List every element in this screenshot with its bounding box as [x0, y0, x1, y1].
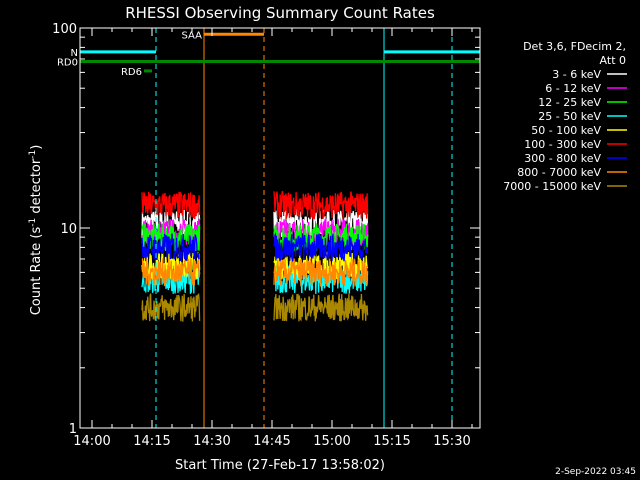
orbit-bar-label-0: N [71, 48, 78, 59]
x-tick-label-3: 14:45 [253, 434, 290, 449]
series-line-6-seg-1 [273, 231, 369, 263]
x-axis-label: Start Time (27-Feb-17 13:58:02) [175, 458, 385, 473]
legend-header-0: Det 3,6, FDecim 2, [523, 40, 626, 53]
x-tick-label-4: 15:00 [313, 434, 350, 449]
orbit-bar-label-3: RD0 [57, 57, 78, 68]
series-line-2-seg-0 [141, 223, 201, 252]
footer-date: 2-Sep-2022 03:45 [555, 467, 636, 477]
legend-label-8: 7000 - 15000 keV [503, 180, 601, 193]
series-line-8-seg-0 [141, 292, 201, 322]
series-line-7-seg-0 [141, 257, 201, 287]
legend-header-1: Att 0 [600, 54, 626, 67]
series-line-7-seg-1 [273, 258, 369, 288]
x-tick-label-5: 15:15 [373, 434, 410, 449]
legend-label-1: 6 - 12 keV [545, 82, 601, 95]
orbit-bar-label-4: RD6 [121, 67, 142, 78]
data-layer [141, 190, 369, 322]
y-tick-label-0: 1 [69, 422, 77, 437]
orbit-bar-label-2: SAA [182, 30, 203, 41]
legend-label-0: 3 - 6 keV [552, 68, 601, 81]
x-tick-label-1: 14:15 [133, 434, 170, 449]
legend-label-4: 50 - 100 keV [531, 124, 601, 137]
axes: 14:00 14:15 14:30 14:45 15:00 15:15 15:30 1 10 10… [52, 22, 481, 449]
legend-label-2: 12 - 25 keV [538, 96, 601, 109]
series-line-5-seg-1 [273, 190, 369, 220]
legend-label-5: 100 - 300 keV [524, 138, 601, 151]
chart-title: RHESSI Observing Summary Count Rates [125, 4, 435, 22]
legend-label-6: 300 - 800 keV [524, 152, 601, 165]
y-tick-label-1: 10 [60, 222, 77, 237]
series-line-6-seg-0 [141, 233, 200, 262]
y-tick-label-2: 100 [52, 22, 77, 37]
x-tick-label-0: 14:00 [73, 434, 110, 449]
x-tick-label-6: 15:30 [433, 434, 470, 449]
x-tick-label-2: 14:30 [193, 434, 230, 449]
legend-label-7: 800 - 7000 keV [517, 166, 601, 179]
y-axis-label: Count Rate (s-1 detector-1) [28, 145, 44, 316]
legend-label-3: 25 - 50 keV [538, 110, 601, 123]
series-line-8-seg-1 [273, 293, 369, 322]
series-line-5-seg-0 [141, 191, 201, 220]
